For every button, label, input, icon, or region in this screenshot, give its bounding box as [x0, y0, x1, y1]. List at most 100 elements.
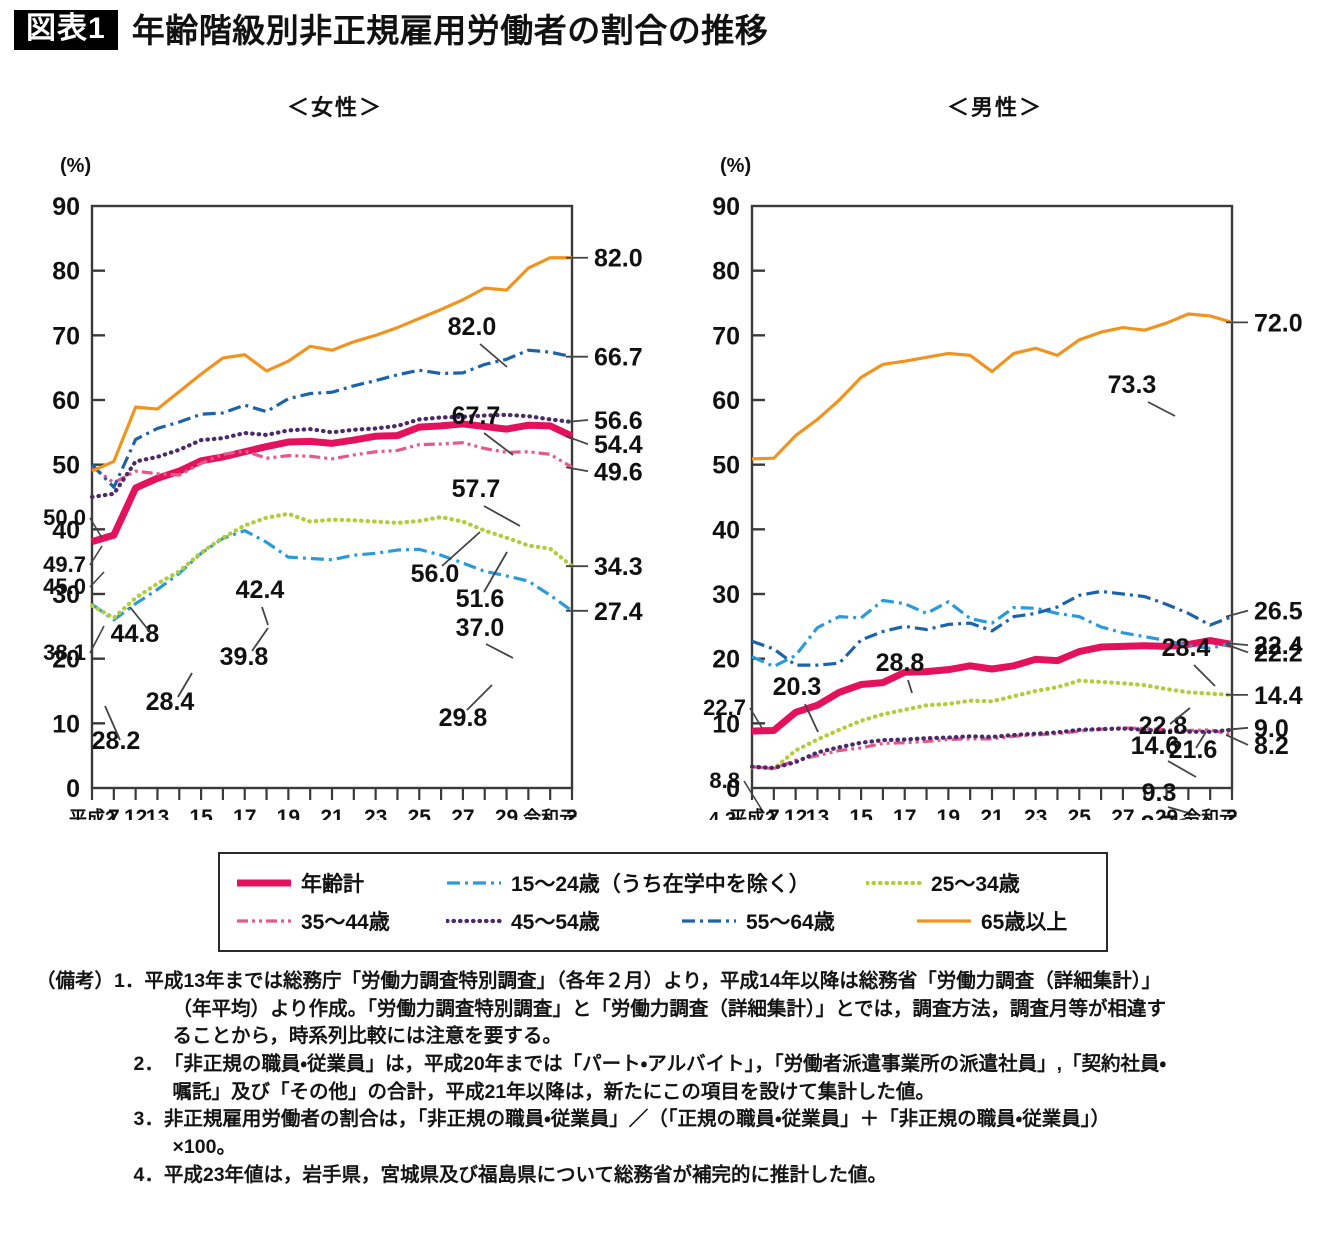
svg-text:27.4: 27.4	[594, 598, 643, 626]
svg-text:49.6: 49.6	[594, 458, 643, 486]
svg-text:49.7: 49.7	[43, 552, 86, 577]
svg-text:28.4: 28.4	[146, 688, 195, 716]
footnote-text: 非正規雇用労働者の割合は，「非正規の職員・従業員」／（「正規の職員・従業員」＋「…	[163, 1108, 1111, 1131]
figure-badge: 図表1	[14, 10, 118, 50]
svg-text:4.3: 4.3	[708, 809, 736, 820]
svg-text:67.7: 67.7	[452, 402, 501, 430]
legend-item-35-44[interactable]: 35〜44歳	[236, 906, 446, 936]
svg-text:73.3: 73.3	[1108, 371, 1157, 399]
svg-text:70: 70	[712, 322, 740, 350]
page-header: 図表1 年齢階級別非正規雇用労働者の割合の推移	[14, 10, 768, 50]
svg-text:60: 60	[712, 387, 740, 415]
legend-label-55-64: 55〜64歳	[746, 911, 835, 934]
svg-text:20.3: 20.3	[773, 673, 822, 701]
svg-text:7: 7	[768, 806, 780, 820]
legend-swatch-45-54	[444, 914, 504, 928]
legend-item-total[interactable]: 年齢計	[236, 868, 446, 898]
svg-text:9.3: 9.3	[1142, 779, 1177, 807]
svg-text:8.8: 8.8	[709, 768, 740, 793]
svg-text:8.2: 8.2	[1254, 732, 1289, 760]
svg-text:25: 25	[408, 806, 432, 820]
svg-text:21: 21	[320, 806, 344, 820]
footnote-text: ることから，時系列比較には注意を要する。	[172, 1025, 562, 1048]
svg-text:38.1: 38.1	[43, 640, 86, 665]
legend-item-15-24[interactable]: 15〜24歳（うち在学中を除く）	[446, 868, 866, 898]
svg-text:20: 20	[52, 646, 80, 674]
svg-text:34.3: 34.3	[594, 553, 643, 581]
footnote-line: ることから，時系列比較には注意を要する。	[36, 1023, 1326, 1051]
svg-text:90: 90	[52, 193, 80, 221]
legend-item-25-34[interactable]: 25〜34歳	[864, 868, 1020, 898]
svg-text:19: 19	[937, 806, 960, 820]
footnote-line: 3． 非正規雇用労働者の割合は，「非正規の職員・従業員」／（「正規の職員・従業員」…	[36, 1106, 1326, 1134]
svg-text:2: 2	[1226, 806, 1238, 820]
svg-text:19: 19	[277, 806, 300, 820]
svg-text:54.4: 54.4	[594, 431, 643, 459]
footnote-line: （備考）1． 平成13年までは総務庁「労働力調査特別調査」（各年２月）より，平成1…	[36, 968, 1326, 996]
legend-item-45-54[interactable]: 45〜54歳	[444, 906, 681, 936]
svg-text:56.6: 56.6	[594, 407, 643, 435]
legend-label-15-24: 15〜24歳（うち在学中を除く）	[511, 873, 810, 896]
svg-text:28.4: 28.4	[1162, 634, 1211, 662]
legend-swatch-total	[236, 876, 292, 890]
svg-text:40: 40	[52, 516, 80, 544]
svg-text:45.0: 45.0	[43, 574, 86, 599]
footnote-line: 嘱託」及び「その他」の合計，平成21年以降は，新たにこの項目を設けて集計した値。	[36, 1079, 1326, 1107]
chart-area-female: (%) 0 10 20 30 40 50 60 70 80 90 82.0 66.7 56.6 54.4 49…	[10, 120, 660, 820]
svg-text:66.7: 66.7	[594, 344, 643, 372]
svg-text:60: 60	[52, 387, 80, 415]
svg-text:2: 2	[566, 806, 578, 820]
legend-label-45-54: 45〜54歳	[511, 911, 600, 934]
svg-text:21.6: 21.6	[1169, 736, 1218, 764]
svg-text:23: 23	[364, 806, 387, 820]
legend-label-25-34: 25〜34歳	[931, 873, 1020, 896]
chart-svg-female: (%)010203040506070809082.066.756.654.449…	[43, 155, 643, 820]
footnote-indent	[36, 1134, 173, 1162]
legend-swatch-15-24	[446, 876, 502, 890]
svg-text:80: 80	[52, 258, 80, 286]
svg-text:29: 29	[1155, 806, 1178, 820]
footnote-text: （年平均）より作成。「労働力調査特別調査」と「労働力調査（詳細集計）」とでは，調…	[172, 997, 1167, 1020]
svg-text:(%): (%)	[60, 155, 91, 177]
legend-item-55-64[interactable]: 55〜64歳	[681, 906, 916, 936]
footnote-line: （年平均）より作成。「労働力調査特別調査」と「労働力調査（詳細集計）」とでは，調…	[36, 996, 1326, 1024]
footnote-text: 平成23年値は，岩手県，宮城県及び福島県について総務省が補完的に推計した値。	[163, 1163, 887, 1186]
svg-text:39.8: 39.8	[220, 643, 269, 671]
svg-text:22.4: 22.4	[1254, 632, 1303, 660]
svg-text:25: 25	[1068, 806, 1092, 820]
svg-text:50: 50	[52, 452, 80, 480]
svg-text:0: 0	[66, 775, 80, 803]
svg-text:57.7: 57.7	[452, 475, 501, 503]
legend-label-35-44: 35〜44歳	[301, 911, 390, 934]
svg-text:82.0: 82.0	[448, 313, 497, 341]
legend-label-total: 年齢計	[301, 873, 364, 896]
footnote-text: 平成13年までは総務庁「労働力調査特別調査」（各年２月）より，平成14年以降は総…	[144, 970, 1161, 992]
svg-text:20: 20	[712, 646, 740, 674]
svg-text:9.0: 9.0	[1254, 715, 1289, 743]
footnote-number: 3．	[36, 1108, 164, 1131]
legend-item-65plus[interactable]: 65歳以上	[916, 906, 1067, 936]
legend-swatch-65plus	[916, 914, 972, 928]
svg-text:15: 15	[189, 806, 213, 820]
footnote-text: 嘱託」及び「その他」の合計，平成21年以降は，新たにこの項目を設けて集計した値。	[172, 1080, 935, 1103]
svg-text:42.4: 42.4	[236, 576, 285, 604]
footnote-text: ×100。	[172, 1136, 236, 1159]
footnote-indent	[36, 1079, 173, 1107]
panel-title-male: ＜男性＞	[946, 95, 1043, 120]
legend-swatch-35-44	[236, 914, 292, 928]
svg-text:21: 21	[980, 806, 1004, 820]
chart-panel-female: ＜女性＞ (%) 0 10 20 30 40 50 60 70 80 90 82.0 66.7 56.6 5…	[10, 90, 660, 820]
footnote-line: 2． 「非正規の職員・従業員」は，平成20年までは「パート・アルバイト」，「労働者…	[36, 1051, 1326, 1079]
svg-text:7: 7	[108, 806, 120, 820]
footnote-line: ×100。	[36, 1134, 1326, 1162]
footnote-text: 「非正規の職員・従業員」は，平成20年までは「パート・アルバイト」，「労働者派遣…	[163, 1053, 1167, 1076]
svg-text:15: 15	[849, 806, 873, 820]
svg-text:8.7: 8.7	[1141, 811, 1176, 820]
svg-text:27: 27	[451, 806, 474, 820]
svg-text:令和元: 令和元	[523, 807, 577, 820]
footnotes: （備考）1． 平成13年までは総務庁「労働力調査特別調査」（各年２月）より，平成1…	[36, 968, 1326, 1190]
svg-text:(%): (%)	[720, 155, 751, 177]
svg-text:0: 0	[726, 775, 740, 803]
svg-text:37.0: 37.0	[456, 614, 505, 642]
svg-text:14.6: 14.6	[1131, 732, 1180, 760]
